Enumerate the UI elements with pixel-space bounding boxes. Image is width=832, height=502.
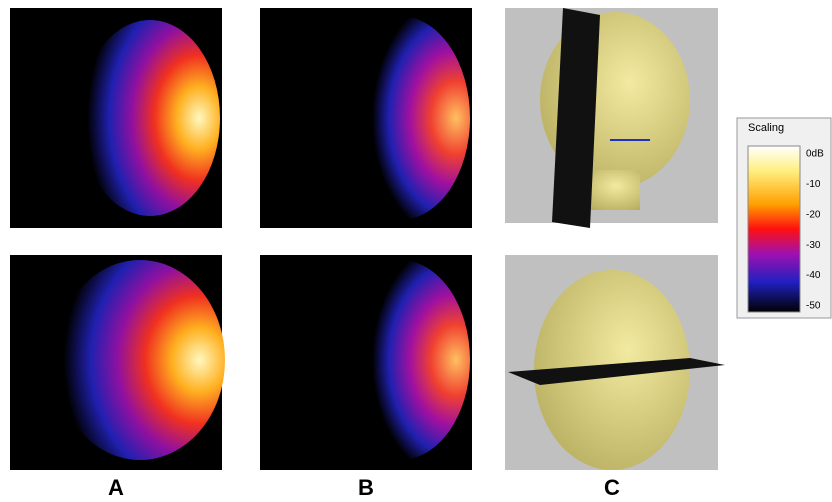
panel-label: A (108, 475, 124, 500)
colorbar-tick-label: -50 (806, 301, 821, 312)
colorbar-tick-label: -10 (806, 179, 821, 190)
colorbar-tick-label: -20 (806, 209, 821, 220)
figure: A B C Scaling 0dB -10 -20 -30 -40 -50 (0, 0, 832, 502)
panel-label: C (604, 475, 620, 500)
panel-label: B (358, 475, 374, 500)
colorbar-tick-label: -30 (806, 240, 821, 251)
panel-a-bottom (10, 255, 225, 470)
panel-c-top (505, 8, 718, 228)
panel-a-top (10, 8, 222, 228)
panel-c-bottom (505, 255, 725, 470)
panel-b-bottom (260, 255, 472, 470)
colorbar-tick-label: -40 (806, 270, 821, 281)
colorbar-title: Scaling (748, 122, 784, 134)
colorbar: Scaling 0dB -10 -20 -30 -40 -50 (737, 118, 831, 318)
colorbar-tick-label: 0dB (806, 149, 824, 160)
panel-b-top (260, 8, 472, 228)
